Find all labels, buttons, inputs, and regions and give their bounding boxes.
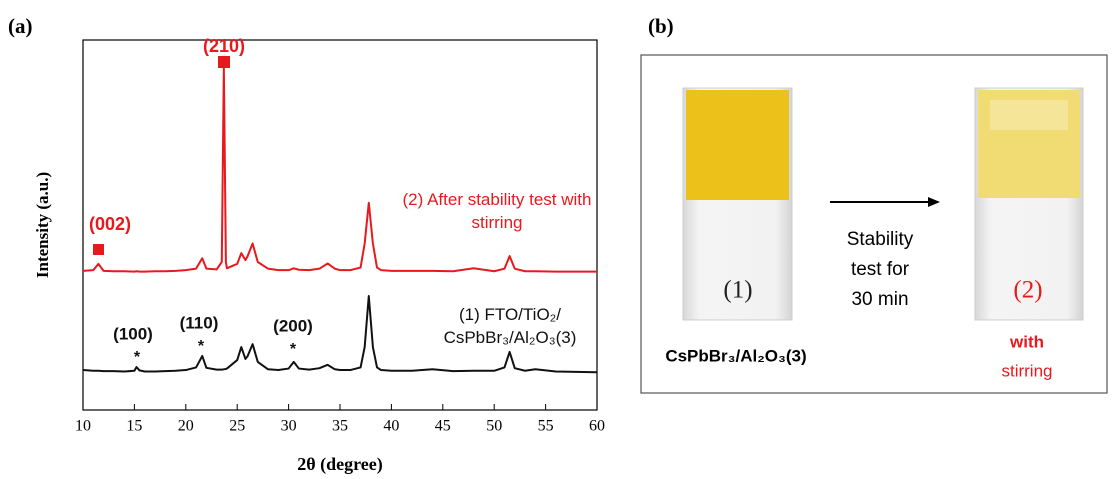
x-tick-label: 50	[486, 418, 502, 435]
x-axis-label: 2θ (degree)	[297, 454, 383, 475]
x-tick-label: 30	[281, 418, 297, 435]
y-axis-label: Intensity (a.u.)	[33, 172, 52, 278]
peak-square	[93, 244, 104, 255]
legend-entry: (2) After stability test with stirring	[402, 190, 592, 232]
x-tick-label: 60	[589, 418, 605, 435]
peak-annotation: (200)	[273, 316, 313, 335]
x-tick-label: 55	[538, 418, 554, 435]
peak-annotation: *	[134, 349, 141, 366]
peak-annotation: (002)	[89, 214, 131, 234]
legend-entry: (1) FTO/TiO₂/ CsPbBr₃/Al₂O₃(3)	[443, 305, 577, 347]
xrd-trace	[82, 67, 597, 273]
x-tick-label: 20	[178, 418, 194, 435]
peak-square	[218, 56, 230, 68]
x-tick-label: 15	[126, 418, 142, 435]
x-tick-label: 40	[383, 418, 399, 435]
peak-annotation: (100)	[113, 324, 153, 343]
film	[686, 90, 789, 200]
xrd-trace	[82, 295, 598, 374]
condition-label: stirring	[1001, 361, 1052, 380]
panel-label: (a)	[8, 14, 33, 38]
arrow-head	[928, 197, 940, 207]
peak-annotation: *	[290, 341, 297, 358]
x-tick-label: 35	[332, 418, 348, 435]
arrow-text: 30 min	[851, 289, 908, 310]
peak-annotation: *	[198, 338, 205, 355]
photo-frame	[640, 54, 1108, 394]
panel-label: (b)	[648, 14, 674, 38]
arrow-text: test for	[851, 259, 910, 280]
sample-label: CsPbBr₃/Al₂O₃(3)	[665, 346, 806, 365]
x-tick-label: 10	[75, 418, 91, 435]
condition-label: with	[1009, 332, 1044, 351]
film-fade	[990, 100, 1068, 130]
vial-label: (1)	[723, 277, 752, 304]
peak-annotation: (210)	[203, 36, 245, 56]
x-tick-label: 45	[435, 418, 451, 435]
arrow-text: Stability	[847, 229, 914, 250]
peak-annotation: (110)	[180, 313, 219, 332]
x-tick-label: 25	[229, 418, 245, 435]
vial-label: (2)	[1013, 277, 1042, 304]
